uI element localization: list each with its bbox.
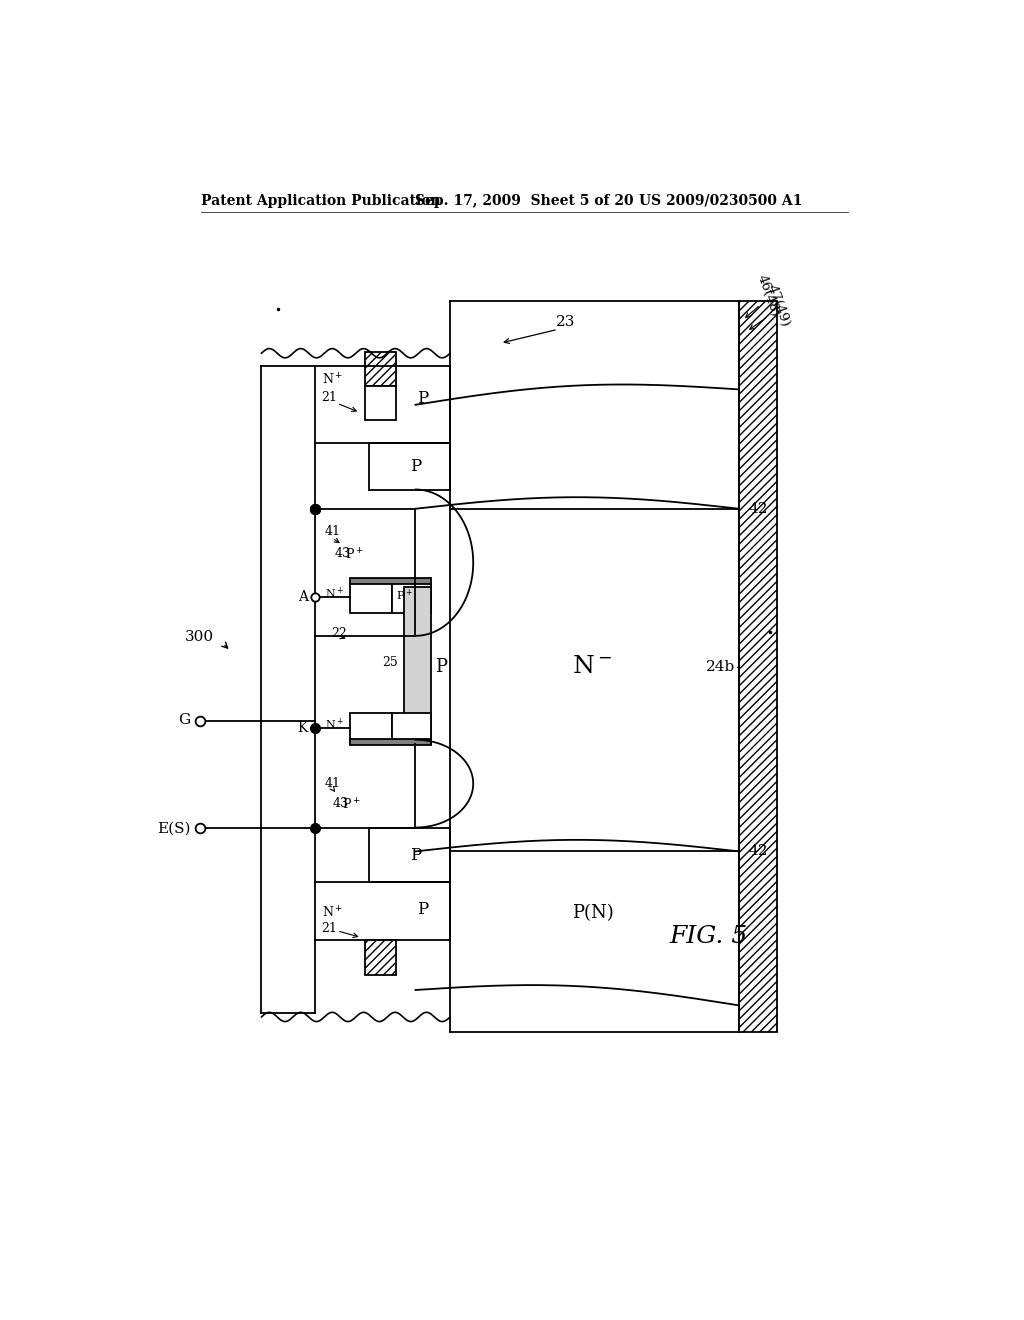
Text: G: G <box>178 714 190 727</box>
Text: P: P <box>410 458 421 475</box>
Text: P$^+$: P$^+$ <box>395 589 413 603</box>
Text: 23: 23 <box>556 315 575 330</box>
Text: P$^+$: P$^+$ <box>345 548 364 562</box>
Text: N$^-$: N$^-$ <box>572 655 612 678</box>
Bar <box>350 713 392 743</box>
Text: 47(49): 47(49) <box>764 284 792 329</box>
Bar <box>403 586 431 739</box>
Text: Patent Application Publication: Patent Application Publication <box>202 194 441 207</box>
Text: P$^+$: P$^+$ <box>342 797 360 813</box>
Text: 21: 21 <box>322 921 337 935</box>
Text: N$^+$: N$^+$ <box>325 586 344 601</box>
Bar <box>366 940 396 974</box>
Text: 21: 21 <box>322 391 337 404</box>
Text: 42: 42 <box>749 845 768 858</box>
Text: 24b: 24b <box>706 660 735 673</box>
Bar <box>350 582 392 612</box>
Text: E(S): E(S) <box>157 821 190 836</box>
Bar <box>739 301 777 1032</box>
Text: P: P <box>418 900 429 917</box>
Text: N$^+$: N$^+$ <box>322 906 343 920</box>
Text: 43: 43 <box>335 546 350 560</box>
Bar <box>392 582 431 612</box>
Text: P: P <box>418 391 429 407</box>
Text: 41: 41 <box>325 777 341 791</box>
Bar <box>366 385 396 420</box>
Text: 41: 41 <box>325 525 341 539</box>
Bar <box>392 713 431 743</box>
Text: 300: 300 <box>184 631 214 644</box>
Text: A: A <box>298 590 307 605</box>
Bar <box>350 739 431 744</box>
Text: 42: 42 <box>749 502 768 516</box>
Text: P(N): P(N) <box>571 904 613 921</box>
Bar <box>350 578 431 585</box>
Text: P: P <box>410 846 421 863</box>
Text: 46(48): 46(48) <box>755 273 781 318</box>
Text: FIG. 5: FIG. 5 <box>669 924 748 948</box>
Text: US 2009/0230500 A1: US 2009/0230500 A1 <box>639 194 802 207</box>
Text: P: P <box>435 657 446 676</box>
Text: K: K <box>297 721 307 735</box>
Text: 22: 22 <box>331 627 346 640</box>
Text: N$^+$: N$^+$ <box>325 717 344 733</box>
Text: 43: 43 <box>333 797 348 810</box>
Text: 25: 25 <box>382 656 397 669</box>
Text: N$^+$: N$^+$ <box>322 372 343 388</box>
Bar <box>366 352 396 385</box>
Text: Sep. 17, 2009  Sheet 5 of 20: Sep. 17, 2009 Sheet 5 of 20 <box>416 194 634 207</box>
